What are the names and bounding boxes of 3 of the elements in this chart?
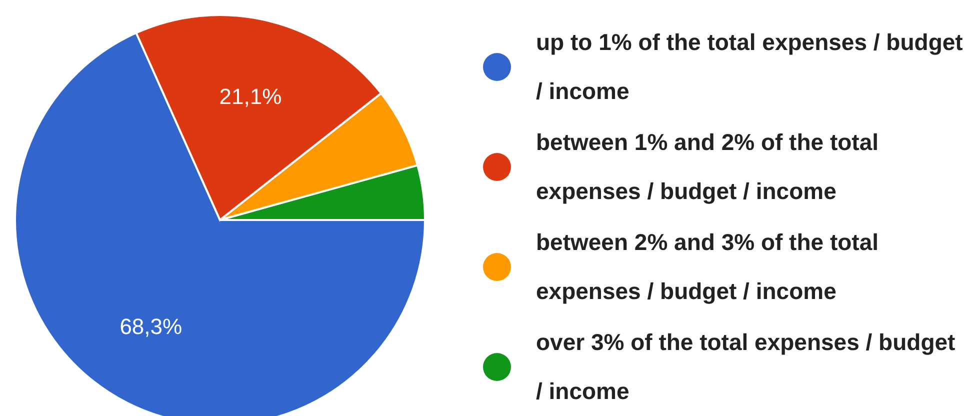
data-label: 68,3%	[120, 314, 182, 340]
legend-label: over 3% of the total expenses / budget / income	[536, 328, 956, 406]
data-label: 21,1%	[219, 84, 282, 110]
